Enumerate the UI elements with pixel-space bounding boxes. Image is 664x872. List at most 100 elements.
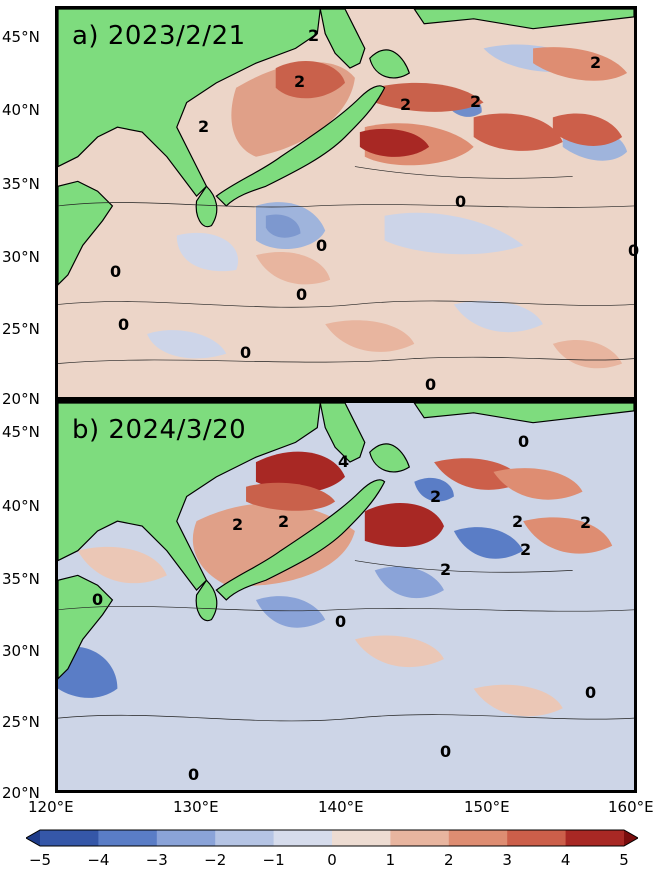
colorbar-segment xyxy=(98,830,158,846)
colorbar-segment xyxy=(448,830,508,846)
colorbar-segment xyxy=(156,830,216,846)
warm-patch xyxy=(255,252,331,285)
colorbar-segment xyxy=(40,830,99,846)
colorbar-tick-label: −4 xyxy=(87,851,110,869)
lat-label-25-a: 25°N xyxy=(2,320,40,338)
panel-a-label: a) 2023/2/21 xyxy=(72,21,246,51)
contour-label-b: 2 xyxy=(278,512,290,531)
contour-label-a: 2 xyxy=(590,53,602,72)
warm-patch xyxy=(275,60,346,99)
colorbar-tick-label: −5 xyxy=(28,851,52,869)
contour-line xyxy=(58,300,634,308)
contour-label-a: 2 xyxy=(400,95,412,114)
warm-patch xyxy=(552,113,623,146)
map-panel-a: a) 2023/2/21 xyxy=(55,6,637,400)
colorbar-segment xyxy=(390,830,450,846)
contour-label-a: 0 xyxy=(628,241,640,260)
colorbar-segment xyxy=(332,830,391,846)
contour-label-b: 0 xyxy=(335,612,347,631)
sst-anomaly-map-b xyxy=(58,403,634,790)
lat-label-40-b: 40°N xyxy=(2,497,40,515)
lon-label-150: 150°E xyxy=(464,798,510,816)
land-kuril-north xyxy=(413,403,634,424)
warm-patch xyxy=(473,684,563,717)
contour-label-a: 2 xyxy=(470,92,482,111)
warm-patch xyxy=(533,47,628,81)
sst-anomaly-map-a xyxy=(58,9,634,397)
colorbar-tick-label: −3 xyxy=(145,851,168,869)
lat-label-40-a: 40°N xyxy=(2,101,40,119)
land-sakhalin xyxy=(319,9,366,69)
cool-patch xyxy=(255,596,326,628)
lat-label-25-b: 25°N xyxy=(2,713,40,731)
contour-label-a: 0 xyxy=(240,343,252,362)
land-honshu xyxy=(215,85,386,207)
contour-label-a: 0 xyxy=(455,192,467,211)
cool-patch xyxy=(147,330,227,359)
warm-patch xyxy=(434,458,524,490)
contour-label-a: 0 xyxy=(110,262,122,281)
lat-label-30-a: 30°N xyxy=(2,248,40,266)
contour-line xyxy=(58,606,634,612)
lat-label-30-b: 30°N xyxy=(2,642,40,660)
contour-label-a: 0 xyxy=(425,375,437,394)
contour-line xyxy=(58,714,634,722)
warm-patch xyxy=(364,503,444,548)
contour-line xyxy=(354,166,573,179)
contour-line xyxy=(58,356,634,364)
colorbar-tick-label: 0 xyxy=(327,851,337,869)
land-hokkaido xyxy=(369,443,411,473)
cool-patch xyxy=(384,212,524,255)
cool-patch xyxy=(453,527,524,559)
warm-patch xyxy=(359,128,430,157)
contour-label-b: 4 xyxy=(338,452,350,471)
contour-label-a: 0 xyxy=(296,285,308,304)
contour-label-a: 2 xyxy=(294,72,306,91)
colorbar-segment xyxy=(507,830,567,846)
land-kyushu xyxy=(195,579,218,622)
cool-patch xyxy=(176,232,239,272)
contour-label-b: 2 xyxy=(232,515,244,534)
contour-label-a: 2 xyxy=(198,117,210,136)
contour-label-b: 2 xyxy=(440,560,452,579)
contour-label-a: 0 xyxy=(316,236,328,255)
colorbar-extend-low xyxy=(26,830,40,846)
land-china-coast xyxy=(58,574,114,680)
lat-label-35-b: 35°N xyxy=(2,570,40,588)
colorbar-tick-label: 5 xyxy=(619,851,629,869)
lon-label-140: 140°E xyxy=(318,798,364,816)
lat-label-45-a: 45°N xyxy=(2,28,40,46)
contour-label-b: 0 xyxy=(585,683,597,702)
warm-patch xyxy=(473,113,563,151)
colorbar-outline xyxy=(26,829,638,847)
contour-label-b: 2 xyxy=(520,540,532,559)
lat-label-35-a: 35°N xyxy=(2,175,40,193)
warm-patch xyxy=(325,320,415,352)
warm-patch xyxy=(192,503,355,586)
colorbar-tick-label: 2 xyxy=(444,851,454,869)
warm-patch xyxy=(354,635,444,668)
contour-label-b: 2 xyxy=(580,513,592,532)
colorbar-tick-label: −2 xyxy=(204,851,227,869)
colorbar-segment xyxy=(273,830,333,846)
cool-patch xyxy=(265,214,301,238)
colorbar xyxy=(26,829,638,847)
contour-line xyxy=(58,202,634,208)
land-sakhalin xyxy=(319,403,366,463)
land-kuril-north xyxy=(413,9,634,30)
lat-label-45-b: 45°N xyxy=(2,423,40,441)
warm-patch xyxy=(552,339,623,369)
land-kyushu xyxy=(195,185,218,228)
contour-label-a: 0 xyxy=(118,315,130,334)
colorbar-tick-label: 3 xyxy=(502,851,512,869)
contour-label-a: 2 xyxy=(308,26,320,45)
land-asia xyxy=(58,403,321,591)
cool-patch xyxy=(374,566,444,599)
lat-label-20-b: 20°N xyxy=(2,784,40,802)
colorbar-tick-label: −1 xyxy=(262,851,285,869)
colorbar-extend-high xyxy=(624,830,638,846)
colorbar-tick-label: 1 xyxy=(385,851,396,869)
panel-b-label: b) 2024/3/20 xyxy=(72,415,247,445)
warm-patch xyxy=(493,468,583,500)
warm-patch xyxy=(374,82,484,112)
